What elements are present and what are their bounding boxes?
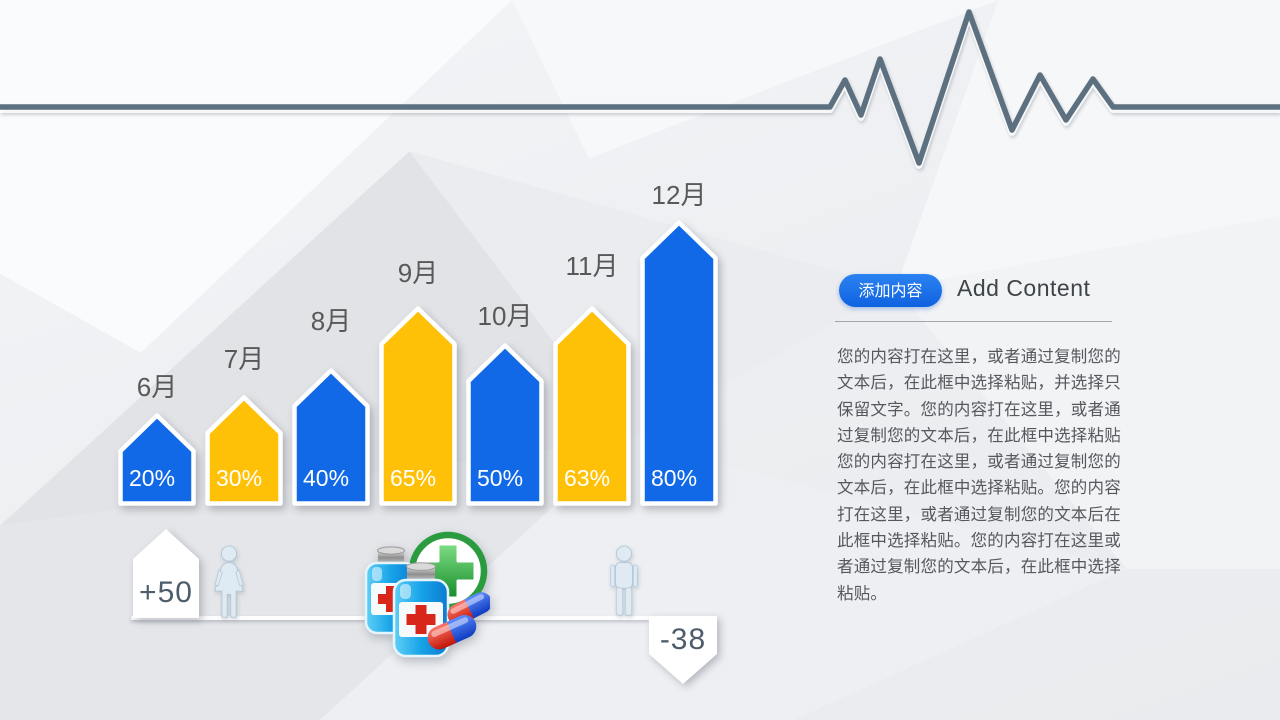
increase-value: +50 xyxy=(139,576,193,609)
bar-11月: 11月 63% xyxy=(553,251,631,506)
bar-arrow-shape xyxy=(379,306,457,506)
paragraph-line: 文本后，在此框中选择粘贴，并选择只 xyxy=(837,374,1121,393)
paragraph-line: 保留文字。您的内容打在这里，或者通 xyxy=(837,400,1121,419)
up-pentagon-shape xyxy=(133,529,199,618)
paragraph-line: 您的内容打在这里，或者通过复制您的 xyxy=(837,453,1121,472)
bar-value-label: 50% xyxy=(477,465,524,491)
bar-arrow-shape xyxy=(553,306,631,506)
bar-value-label: 40% xyxy=(303,465,350,491)
paragraph-line: 打在这里，或者通过复制您的文本后在 xyxy=(837,505,1121,524)
bar-value-label: 20% xyxy=(129,465,176,491)
paragraph-line: 者通过复制您的文本后，在此框中选择 xyxy=(837,558,1121,577)
bar-arrow-shape xyxy=(118,413,196,506)
bar-arrow-shape xyxy=(205,395,283,506)
bar-8月: 8月 40% xyxy=(292,306,370,506)
month-label: 12月 xyxy=(651,180,707,210)
month-label: 9月 xyxy=(397,258,439,288)
paragraph-line: 粘贴。 xyxy=(837,584,888,603)
paragraph-line: 文本后，在此框中选择粘贴。您的内容 xyxy=(837,479,1121,498)
bar-12月: 12月 80% xyxy=(640,180,718,506)
bar-10月: 10月 50% xyxy=(466,301,544,506)
heartbeat-line-icon xyxy=(0,9,1280,169)
panel-title: Add Content xyxy=(957,275,1091,301)
paragraph-line: 您的内容打在这里，或者通过复制您的 xyxy=(837,348,1121,366)
bar-value-label: 65% xyxy=(390,465,437,491)
capsule-pills-icon xyxy=(427,592,490,650)
month-label: 6月 xyxy=(136,372,178,402)
bar-arrow-shape xyxy=(640,220,718,506)
bar-7月: 7月 30% xyxy=(205,344,283,506)
decrease-marker: -38 xyxy=(647,616,719,686)
increase-marker: +50 xyxy=(131,527,201,619)
add-content-button[interactable]: 添加内容 xyxy=(839,274,942,307)
month-label: 7月 xyxy=(223,344,265,374)
paragraph-line: 过复制您的文本后，在此框中选择粘贴 xyxy=(837,426,1121,445)
month-label: 11月 xyxy=(565,251,619,281)
male-person-icon xyxy=(610,545,638,616)
bar-value-label: 80% xyxy=(651,465,698,491)
bar-value-label: 63% xyxy=(564,465,611,491)
paragraph-line: 此框中选择粘贴。您的内容打在这里或 xyxy=(837,532,1121,551)
month-label: 10月 xyxy=(477,301,533,331)
medicine-bottles-icon xyxy=(364,531,490,658)
bar-arrow-shape xyxy=(292,368,370,506)
down-pentagon-shape xyxy=(649,616,717,684)
content-paragraph: 您的内容打在这里，或者通过复制您的 文本后，在此框中选择粘贴，并选择只 保留文字。您… xyxy=(837,344,1137,607)
panel-divider xyxy=(835,321,1112,322)
bar-arrow-shape xyxy=(466,343,544,506)
bar-6月: 6月 20% xyxy=(118,372,196,506)
decrease-value: -38 xyxy=(659,623,707,656)
month-label: 8月 xyxy=(310,306,352,336)
bar-value-label: 30% xyxy=(216,465,263,491)
female-person-icon xyxy=(214,545,244,618)
bar-9月: 9月 65% xyxy=(379,258,457,506)
